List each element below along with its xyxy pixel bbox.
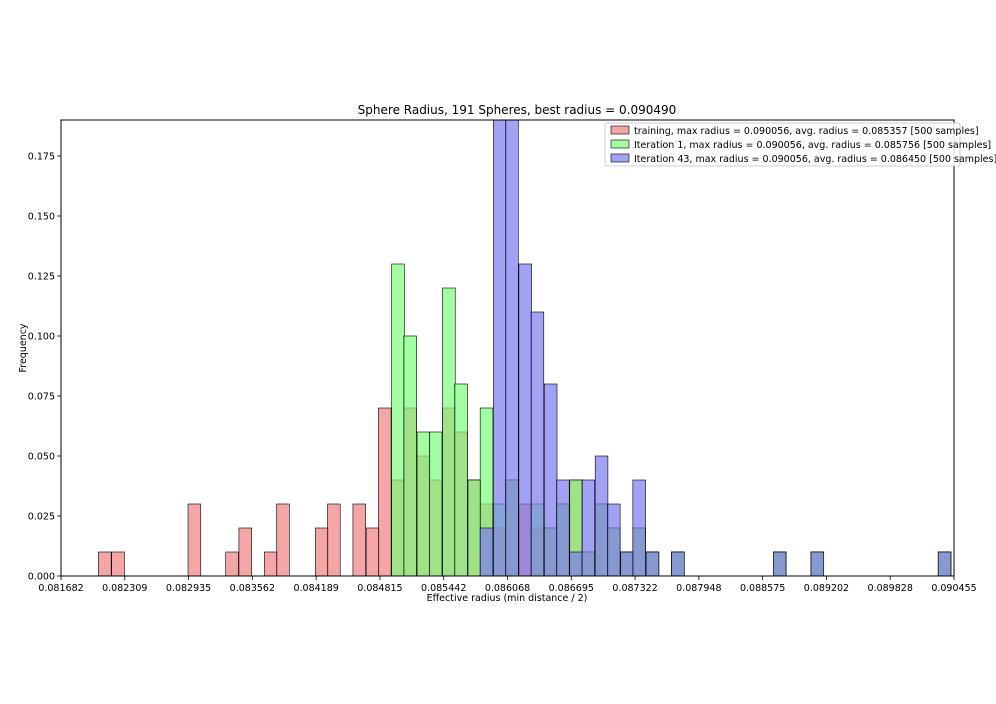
bar-series-1 [111,551,125,577]
y-tick-label: 0.175 [28,152,55,163]
bar-series-1 [365,527,380,577]
bar-series-1 [98,551,112,577]
bar-series-3 [620,551,634,577]
chart-title: Sphere Radius, 191 Spheres, best radius … [358,103,677,117]
bar-series-3 [493,119,507,577]
legend-swatch [610,125,630,135]
x-tick-label: 0.087948 [676,583,721,594]
bar-series-3 [594,455,609,577]
bar-series-3 [569,551,583,577]
bar-series-1 [187,503,202,577]
bar-series-2 [391,263,405,577]
bar-series-3 [810,551,825,577]
axis-ticks: 0.081682 0.082309 0.082935 0.083562 0.084189… [28,152,977,595]
bar-series-1 [314,527,329,577]
x-tick-label: 0.089828 [868,583,913,594]
bar-series-1 [352,503,366,577]
bar-series-1 [276,503,290,577]
x-tick-label: 0.090455 [931,583,976,594]
x-tick-label: 0.084815 [357,583,402,594]
bar-series-3 [518,263,532,577]
bar-series-3 [632,479,646,577]
legend-label: Iteration 43, max radius = 0.090056, avg… [634,154,996,165]
bar-series-3 [556,479,570,577]
bar-series-1 [225,551,239,577]
bar-series-2 [403,335,417,577]
bar-series-2 [454,383,468,577]
y-tick-label: 0.150 [28,212,55,223]
bar-series-3 [773,551,787,577]
legend-frame [604,122,961,167]
bar-series-2 [428,431,443,577]
bar-series-1 [238,527,252,577]
x-tick-label: 0.084189 [293,583,338,594]
legend-swatch [610,139,630,149]
x-tick-label: 0.082935 [166,583,211,594]
bar-series-3 [479,527,494,577]
bar-series-3 [543,383,558,577]
bar-series-3 [645,551,660,577]
bar-series-2 [467,479,481,577]
y-tick-label: 0.025 [28,512,55,523]
plot-frame [60,119,955,577]
bar-series-1 [378,407,392,577]
legend-swatch [610,153,630,163]
bar-series-2 [416,431,431,577]
y-tick-label: 0.075 [28,392,55,403]
legend: training, max radius = 0.090056, avg. ra… [604,122,996,167]
legend-label: Iteration 1, max radius = 0.090056, avg.… [634,140,991,151]
x-axis-label: Effective radius (min distance / 2) [427,593,588,604]
x-tick-label: 0.086068 [485,583,530,594]
bar-series-3 [671,551,685,577]
y-tick-label: 0.050 [28,452,55,463]
x-tick-label: 0.088575 [740,583,785,594]
bars-layer [98,119,952,577]
x-tick-label: 0.086695 [549,583,594,594]
y-tick-label: 0.000 [28,572,55,583]
bar-series-3 [505,119,519,577]
y-axis-label: Frequency [18,323,29,372]
x-tick-label: 0.087322 [612,583,657,594]
x-tick-label: 0.082309 [102,583,147,594]
bar-series-3 [607,503,621,577]
bar-series-2 [442,287,456,577]
bar-series-1 [264,551,278,577]
y-tick-label: 0.100 [28,332,55,343]
legend-label: training, max radius = 0.090056, avg. ra… [634,126,979,137]
x-tick-label: 0.083562 [230,583,275,594]
x-tick-label: 0.081682 [38,583,83,594]
x-tick-label: 0.089202 [804,583,849,594]
bar-series-1 [327,503,341,577]
bar-series-3 [530,311,545,577]
bar-series-3 [937,551,952,577]
bar-series-3 [581,479,595,577]
y-tick-label: 0.125 [28,272,55,283]
x-tick-label: 0.085442 [421,583,466,594]
